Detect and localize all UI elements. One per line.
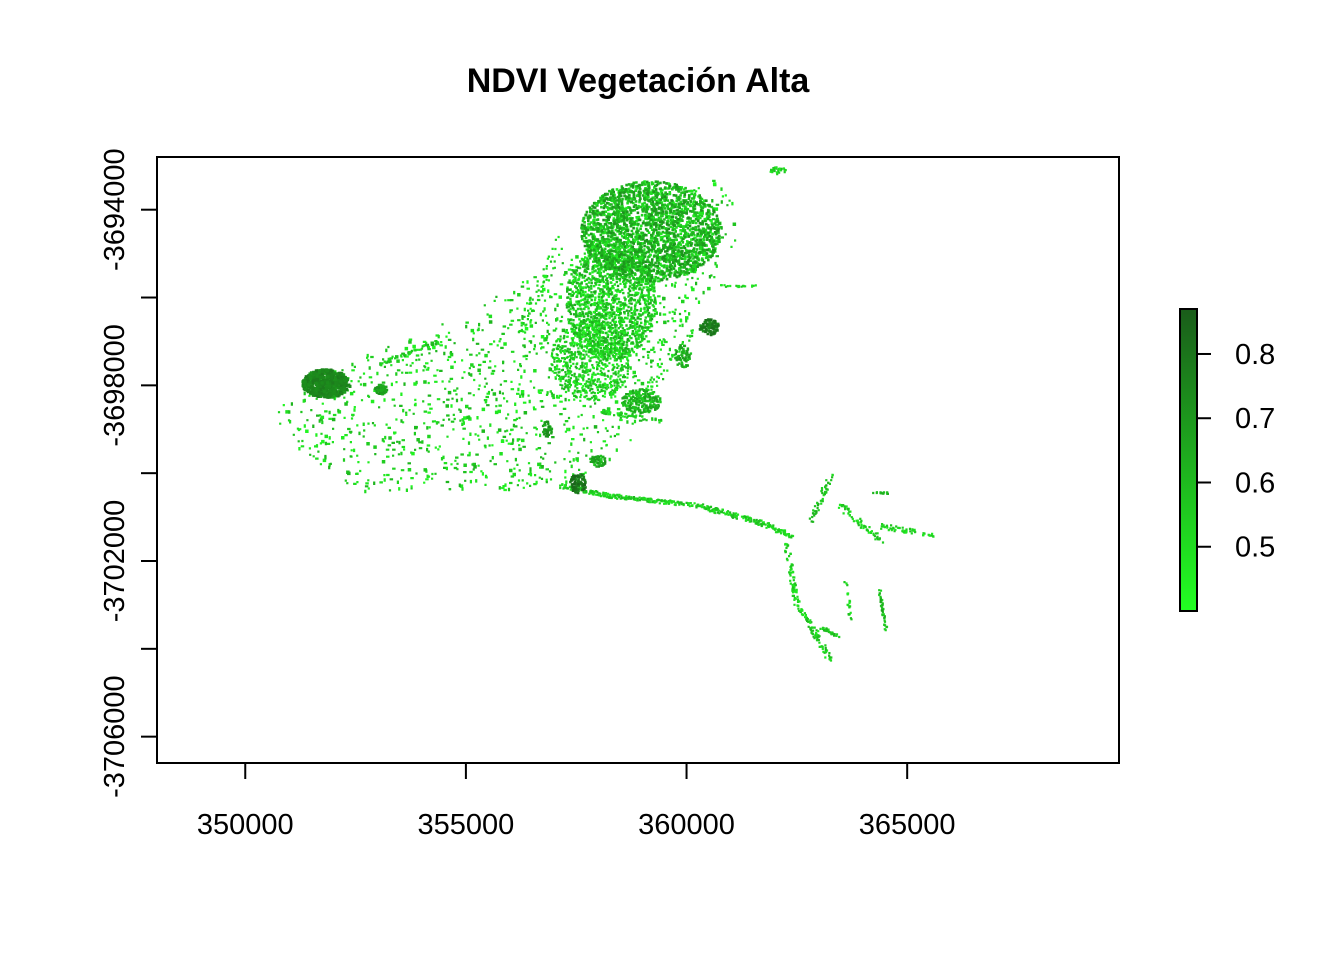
- raster-pixels: [303, 252, 681, 474]
- legend-tick-label: 0.6: [1235, 467, 1275, 499]
- legend-tick-label: 0.8: [1235, 339, 1275, 371]
- raster-pixels: [351, 167, 817, 637]
- raster-pixels: [288, 168, 893, 635]
- raster-pixels: [374, 180, 717, 459]
- color-bar: [1179, 308, 1198, 612]
- raster-pixels: [307, 320, 719, 491]
- x-tick-label: 355000: [418, 809, 515, 841]
- plot-frame: [156, 156, 1120, 764]
- raster-pixels: [279, 169, 812, 622]
- x-tick-label: 365000: [859, 809, 956, 841]
- legend-tick-label: 0.7: [1235, 403, 1275, 435]
- raster-pixels: [290, 183, 830, 652]
- raster-pixels: [307, 331, 717, 387]
- y-tick-label: -3694000: [99, 148, 131, 271]
- y-tick-label: -3698000: [99, 324, 131, 447]
- raster-pixels: [573, 475, 586, 486]
- raster-pixels: [571, 478, 575, 492]
- x-tick-label: 360000: [638, 809, 735, 841]
- raster-pixels: [400, 193, 883, 637]
- raster-pixels: [305, 167, 889, 637]
- raster-pixels: [583, 487, 586, 491]
- raster-pixels: [312, 166, 900, 638]
- raster-pixels: [347, 167, 879, 659]
- color-legend: 0.5 0.6 0.7 0.8: [1179, 308, 1275, 612]
- raster-pixels: [309, 183, 828, 635]
- y-tick-label: -3702000: [99, 500, 131, 623]
- legend-tick-label: 0.5: [1235, 532, 1275, 564]
- raster-pixels: [572, 480, 577, 489]
- raster-pixels: [285, 187, 926, 609]
- raster-pixels: [572, 482, 576, 486]
- raster-pixels: [577, 483, 580, 486]
- raster-pixels: [309, 191, 717, 482]
- ndvi-raster: [277, 166, 935, 662]
- raster-pixels: [576, 474, 580, 477]
- x-tick-label: 350000: [197, 809, 294, 841]
- raster-pixels: [308, 247, 695, 487]
- y-tick-label: -3706000: [99, 675, 131, 798]
- raster-pixels: [579, 481, 583, 485]
- raster-pixels: [381, 180, 721, 409]
- chart-title: NDVI Vegetación Alta: [467, 62, 811, 100]
- y-axis: -3694000 -3698000 -3702000 -3706000: [99, 148, 158, 798]
- raster-pixels: [306, 319, 716, 486]
- raster-pixels: [572, 475, 577, 490]
- raster-pixels: [277, 168, 863, 637]
- raster-pixels: [713, 320, 720, 327]
- x-axis: 350000 355000 360000 365000: [197, 762, 956, 841]
